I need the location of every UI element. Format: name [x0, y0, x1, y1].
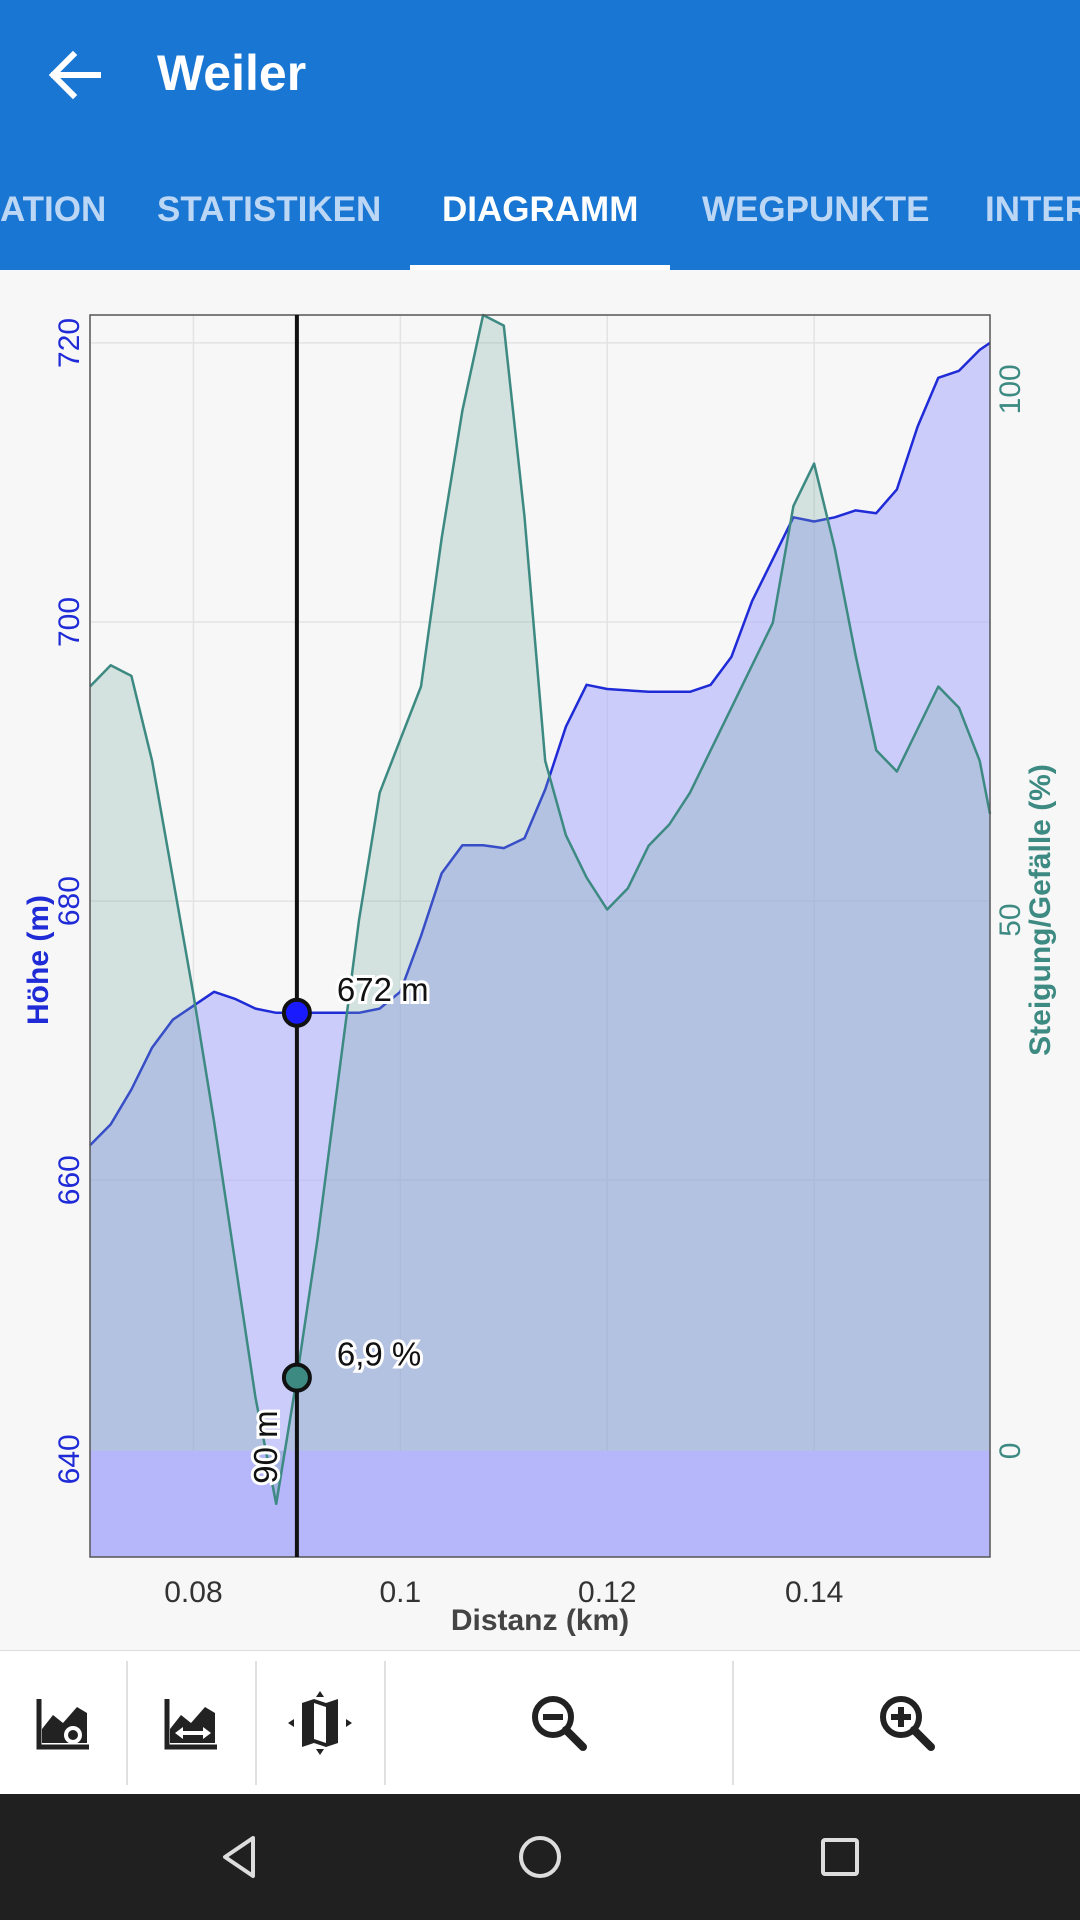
nav-back-button[interactable]	[197, 1814, 283, 1900]
cursor-slope-point	[281, 1362, 312, 1393]
nav-home-button[interactable]	[497, 1814, 583, 1900]
y-axis-label: Höhe (m)	[22, 895, 55, 1025]
active-tab-indicator	[410, 265, 670, 271]
x-tick-label: 0.14	[785, 1576, 843, 1609]
tab-statistics[interactable]: STATISTIKEN	[157, 190, 382, 229]
page-title: Weiler	[157, 45, 307, 101]
series-line-slope	[89, 313, 992, 1506]
zoom-in-icon	[880, 1696, 935, 1751]
system-nav-bar	[0, 1794, 1080, 1920]
series-area-slope	[90, 315, 990, 1504]
tab-waypoints[interactable]: WEGPUNKTE	[702, 190, 930, 229]
elevation-chart[interactable]: 0.08 0.1 0.12 0.14 640 660 680 700 720 0 50 100 672…	[0, 270, 1080, 1650]
y-tick-label: 680	[53, 876, 86, 926]
map-button[interactable]	[257, 1651, 383, 1795]
x-axis-label: Distanz (km)	[451, 1604, 629, 1637]
y-tick-label: 720	[53, 318, 86, 368]
area-chart-arrows-icon	[164, 1699, 217, 1750]
square-recents-icon	[821, 1838, 859, 1876]
chart-range-button[interactable]	[128, 1651, 254, 1795]
x-tick-label: 0.12	[578, 1576, 636, 1609]
tab-information[interactable]: ATION	[0, 190, 107, 229]
y2-tick-label: 50	[994, 903, 1027, 936]
y2-tick-label: 0	[994, 1443, 1027, 1460]
map-icon	[288, 1691, 352, 1755]
cursor-distance-label: 90 m	[247, 1410, 284, 1483]
y-tick-label: 660	[53, 1155, 86, 1205]
area-chart-wrench-icon	[36, 1699, 89, 1750]
zoom-out-button[interactable]	[386, 1651, 732, 1795]
arrow-left-icon	[48, 50, 101, 100]
tab-intervals[interactable]: INTER	[985, 190, 1080, 229]
back-button[interactable]	[40, 40, 110, 110]
series-line-elevation	[89, 341, 991, 1147]
chart-toolbar	[0, 1650, 1080, 1795]
elevation-settings-button[interactable]	[0, 1651, 126, 1795]
cursor-slope-label: 6,9 %	[337, 1336, 421, 1373]
cursor-elevation-label: 672 m	[337, 971, 429, 1008]
tab-diagram[interactable]: DIAGRAMM	[442, 190, 639, 229]
x-tick-label: 0.08	[164, 1576, 222, 1609]
y2-axis-label: Steigung/Gefälle (%)	[1024, 764, 1057, 1056]
nav-recents-button[interactable]	[797, 1814, 883, 1900]
y-tick-label: 700	[53, 597, 86, 647]
y2-tick-label: 100	[994, 364, 1027, 414]
y-tick-label: 640	[53, 1434, 86, 1484]
app-bar: Weiler ATION STATISTIKEN DIAGRAMM WEGPUN…	[0, 0, 1080, 271]
circle-home-icon	[519, 1836, 561, 1878]
cursor-elevation-point	[281, 997, 312, 1028]
zoom-in-button[interactable]	[734, 1651, 1080, 1795]
x-tick-label: 0.1	[379, 1576, 421, 1609]
triangle-back-icon	[223, 1836, 255, 1878]
zoom-out-icon	[532, 1696, 587, 1751]
